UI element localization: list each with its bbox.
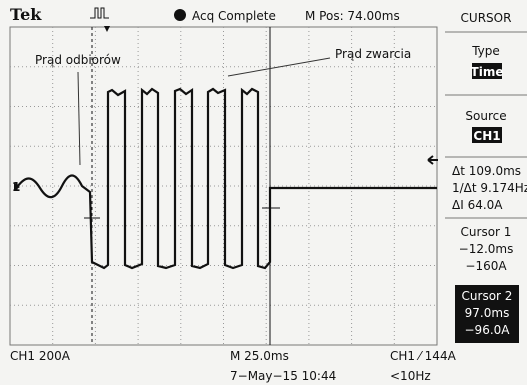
date-time: 7−May−15 10:44 — [230, 369, 336, 383]
readout-frequency: 1/Δt 9.174Hz — [452, 181, 527, 195]
menu-title: CURSOR — [461, 11, 512, 25]
scope-screen: Tek Acq Complete M Pos: 74.00ms 1 Prąd o… — [0, 0, 527, 385]
source-label[interactable]: Source — [465, 109, 506, 123]
cursor2-label[interactable]: Cursor 2 — [462, 289, 513, 303]
annotation-right: Prąd zwarcia — [335, 47, 411, 61]
m-position: M Pos: 74.00ms — [305, 9, 400, 23]
readout-delta-i: ΔI 64.0A — [452, 198, 503, 212]
source-value[interactable]: CH1 — [473, 129, 500, 143]
type-label[interactable]: Type — [471, 44, 500, 58]
type-value[interactable]: Time — [471, 65, 504, 79]
trigger-frequency: <10Hz — [390, 369, 431, 383]
cursor2-value: −96.0A — [465, 323, 511, 337]
cursor1-value: −160A — [465, 259, 507, 273]
cursor1-time: −12.0ms — [459, 242, 514, 256]
cursor2-time: 97.0ms — [465, 306, 510, 320]
cursor1-label[interactable]: Cursor 1 — [461, 225, 512, 239]
annotation-left: Prąd odbiorów — [35, 53, 121, 67]
brand: Tek — [10, 5, 42, 24]
run-indicator — [174, 9, 186, 21]
readout-delta-t: Δt 109.0ms — [452, 164, 521, 178]
trigger-setting: CH1 ⁄ 144A — [390, 349, 457, 363]
channel-scale: CH1 200A — [10, 349, 71, 363]
timebase: M 25.0ms — [230, 349, 289, 363]
acq-status: Acq Complete — [192, 9, 276, 23]
